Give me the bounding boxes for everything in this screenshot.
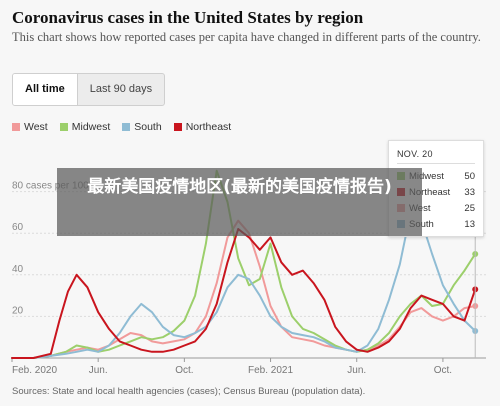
tooltip-region: Northeast (409, 186, 451, 198)
legend-label: West (24, 121, 48, 133)
y-tick-label: 40 (12, 264, 24, 275)
y-tick-label: 20 (12, 305, 24, 316)
x-tick-label: Jun. (89, 365, 108, 376)
tooltip-value: 33 (464, 186, 475, 198)
x-tick-label: Oct. (434, 365, 452, 376)
legend-swatch (173, 123, 182, 131)
tab-all-time[interactable]: All time (13, 74, 78, 105)
series-line-midwest (11, 169, 477, 359)
legend-swatch (12, 123, 20, 131)
chart-title: Coronavirus cases in the United States b… (12, 8, 364, 27)
tab-last-90-days[interactable]: Last 90 days (89, 83, 153, 95)
time-range-tabs: All time Last 90 days (12, 73, 166, 106)
tooltip-date: NOV. 20 (397, 149, 433, 159)
y-tick-label: 60 (12, 222, 24, 233)
legend-item-west: West (12, 121, 48, 133)
series-line-northeast (11, 228, 477, 359)
x-tick-label: Oct. (175, 365, 193, 376)
tooltip-divider (397, 163, 475, 164)
legend-item-midwest: Midwest (59, 121, 111, 133)
legend-item-northeast: Northeast (173, 121, 232, 133)
x-tick-label: Feb. 2021 (248, 365, 293, 376)
tooltip-value: 13 (464, 218, 475, 230)
source-note: Sources: State and local health agencies… (12, 386, 366, 397)
legend-label: Midwest (71, 121, 111, 133)
y-tick-label: 80 cases per 100k (12, 181, 95, 192)
legend-item-south: South (122, 121, 162, 133)
chart-legend: West Midwest South Northeast (12, 121, 231, 133)
legend-label: South (134, 121, 162, 133)
x-tick-label: Jun. (347, 365, 366, 376)
legend-label: Northeast (185, 121, 232, 133)
tooltip-region: Midwest (409, 170, 444, 182)
tooltip-value: 25 (464, 202, 475, 214)
legend-swatch (122, 123, 131, 131)
series-line-south (11, 211, 477, 359)
chart-subtitle: This chart shows how reported cases per … (12, 30, 481, 44)
legend-swatch (59, 123, 68, 131)
overlay-banner: 最新美国疫情地区(最新的美国疫情报告) (57, 168, 422, 236)
x-tick-label: Feb. 2020 (12, 365, 57, 376)
tooltip-value: 50 (464, 170, 475, 182)
series-line-west (11, 219, 477, 359)
